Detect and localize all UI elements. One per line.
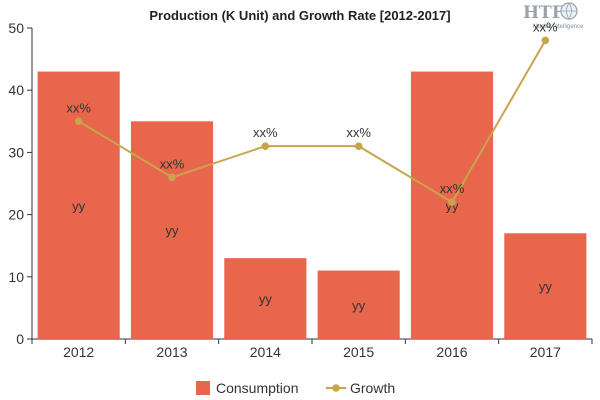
legend-consumption-label: Consumption <box>216 380 299 396</box>
legend-growth-marker <box>332 384 340 392</box>
y-tick-label: 0 <box>16 331 24 347</box>
consumption-bar <box>130 121 214 339</box>
consumption-bar-label: yy <box>72 198 86 213</box>
consumption-bar-label: yy <box>259 292 273 307</box>
chart-title: Production (K Unit) and Growth Rate [201… <box>149 8 450 23</box>
bar-labels: yyyyyyyyyyyy <box>72 198 552 313</box>
growth-point-label: xx% <box>66 100 91 115</box>
y-tick-label: 20 <box>8 207 24 223</box>
growth-point-label: xx% <box>440 181 465 196</box>
growth-labels: xx% xx% xx% xx% xx% xx% <box>66 19 558 196</box>
consumption-bar-label: yy <box>166 223 180 238</box>
globe-meridian <box>566 2 572 20</box>
logo-mark: HTF <box>523 3 564 23</box>
x-tick-label: 2016 <box>436 344 467 360</box>
growth-point-label: xx% <box>160 156 185 171</box>
consumption-bar <box>224 258 307 339</box>
legend-consumption-swatch <box>196 381 210 395</box>
growth-point-label: xx% <box>346 125 371 140</box>
growth-point <box>168 173 176 182</box>
growth-line <box>78 39 547 204</box>
growth-point-label: xx% <box>533 19 558 34</box>
consumption-bar-label: yy <box>539 279 553 294</box>
consumption-bar-label: yy <box>352 298 366 313</box>
consumption-bar <box>317 270 400 339</box>
x-tick-label: 2012 <box>63 344 94 360</box>
consumption-bar <box>37 71 120 339</box>
y-tick-label: 50 <box>8 20 24 36</box>
x-tick-label: 2015 <box>343 344 374 360</box>
y-tick-label: 10 <box>8 269 24 285</box>
x-tick-label: 2013 <box>156 344 187 360</box>
growth-point <box>354 142 363 150</box>
growth-line-layer <box>74 36 550 206</box>
growth-point <box>261 142 270 150</box>
growth-point-label: xx% <box>253 125 278 140</box>
htf-logo: HTF Market Intelligence <box>523 2 584 30</box>
axes: 0 10 20 30 40 50 2012 2013 2014 2015 2016 2017 <box>8 20 593 360</box>
y-tick-label: 30 <box>8 144 24 160</box>
x-tick-label: 2017 <box>530 344 561 360</box>
x-tick-label: 2014 <box>250 344 281 360</box>
consumption-bar <box>504 233 587 339</box>
bars <box>37 71 587 339</box>
legend-growth-label: Growth <box>350 380 395 396</box>
y-tick-label: 40 <box>8 82 24 98</box>
legend: Consumption Growth <box>196 380 395 396</box>
growth-point <box>74 117 83 126</box>
logo-tagline: Market Intelligence <box>533 24 584 30</box>
growth-point <box>448 198 456 206</box>
growth-point <box>541 36 550 45</box>
